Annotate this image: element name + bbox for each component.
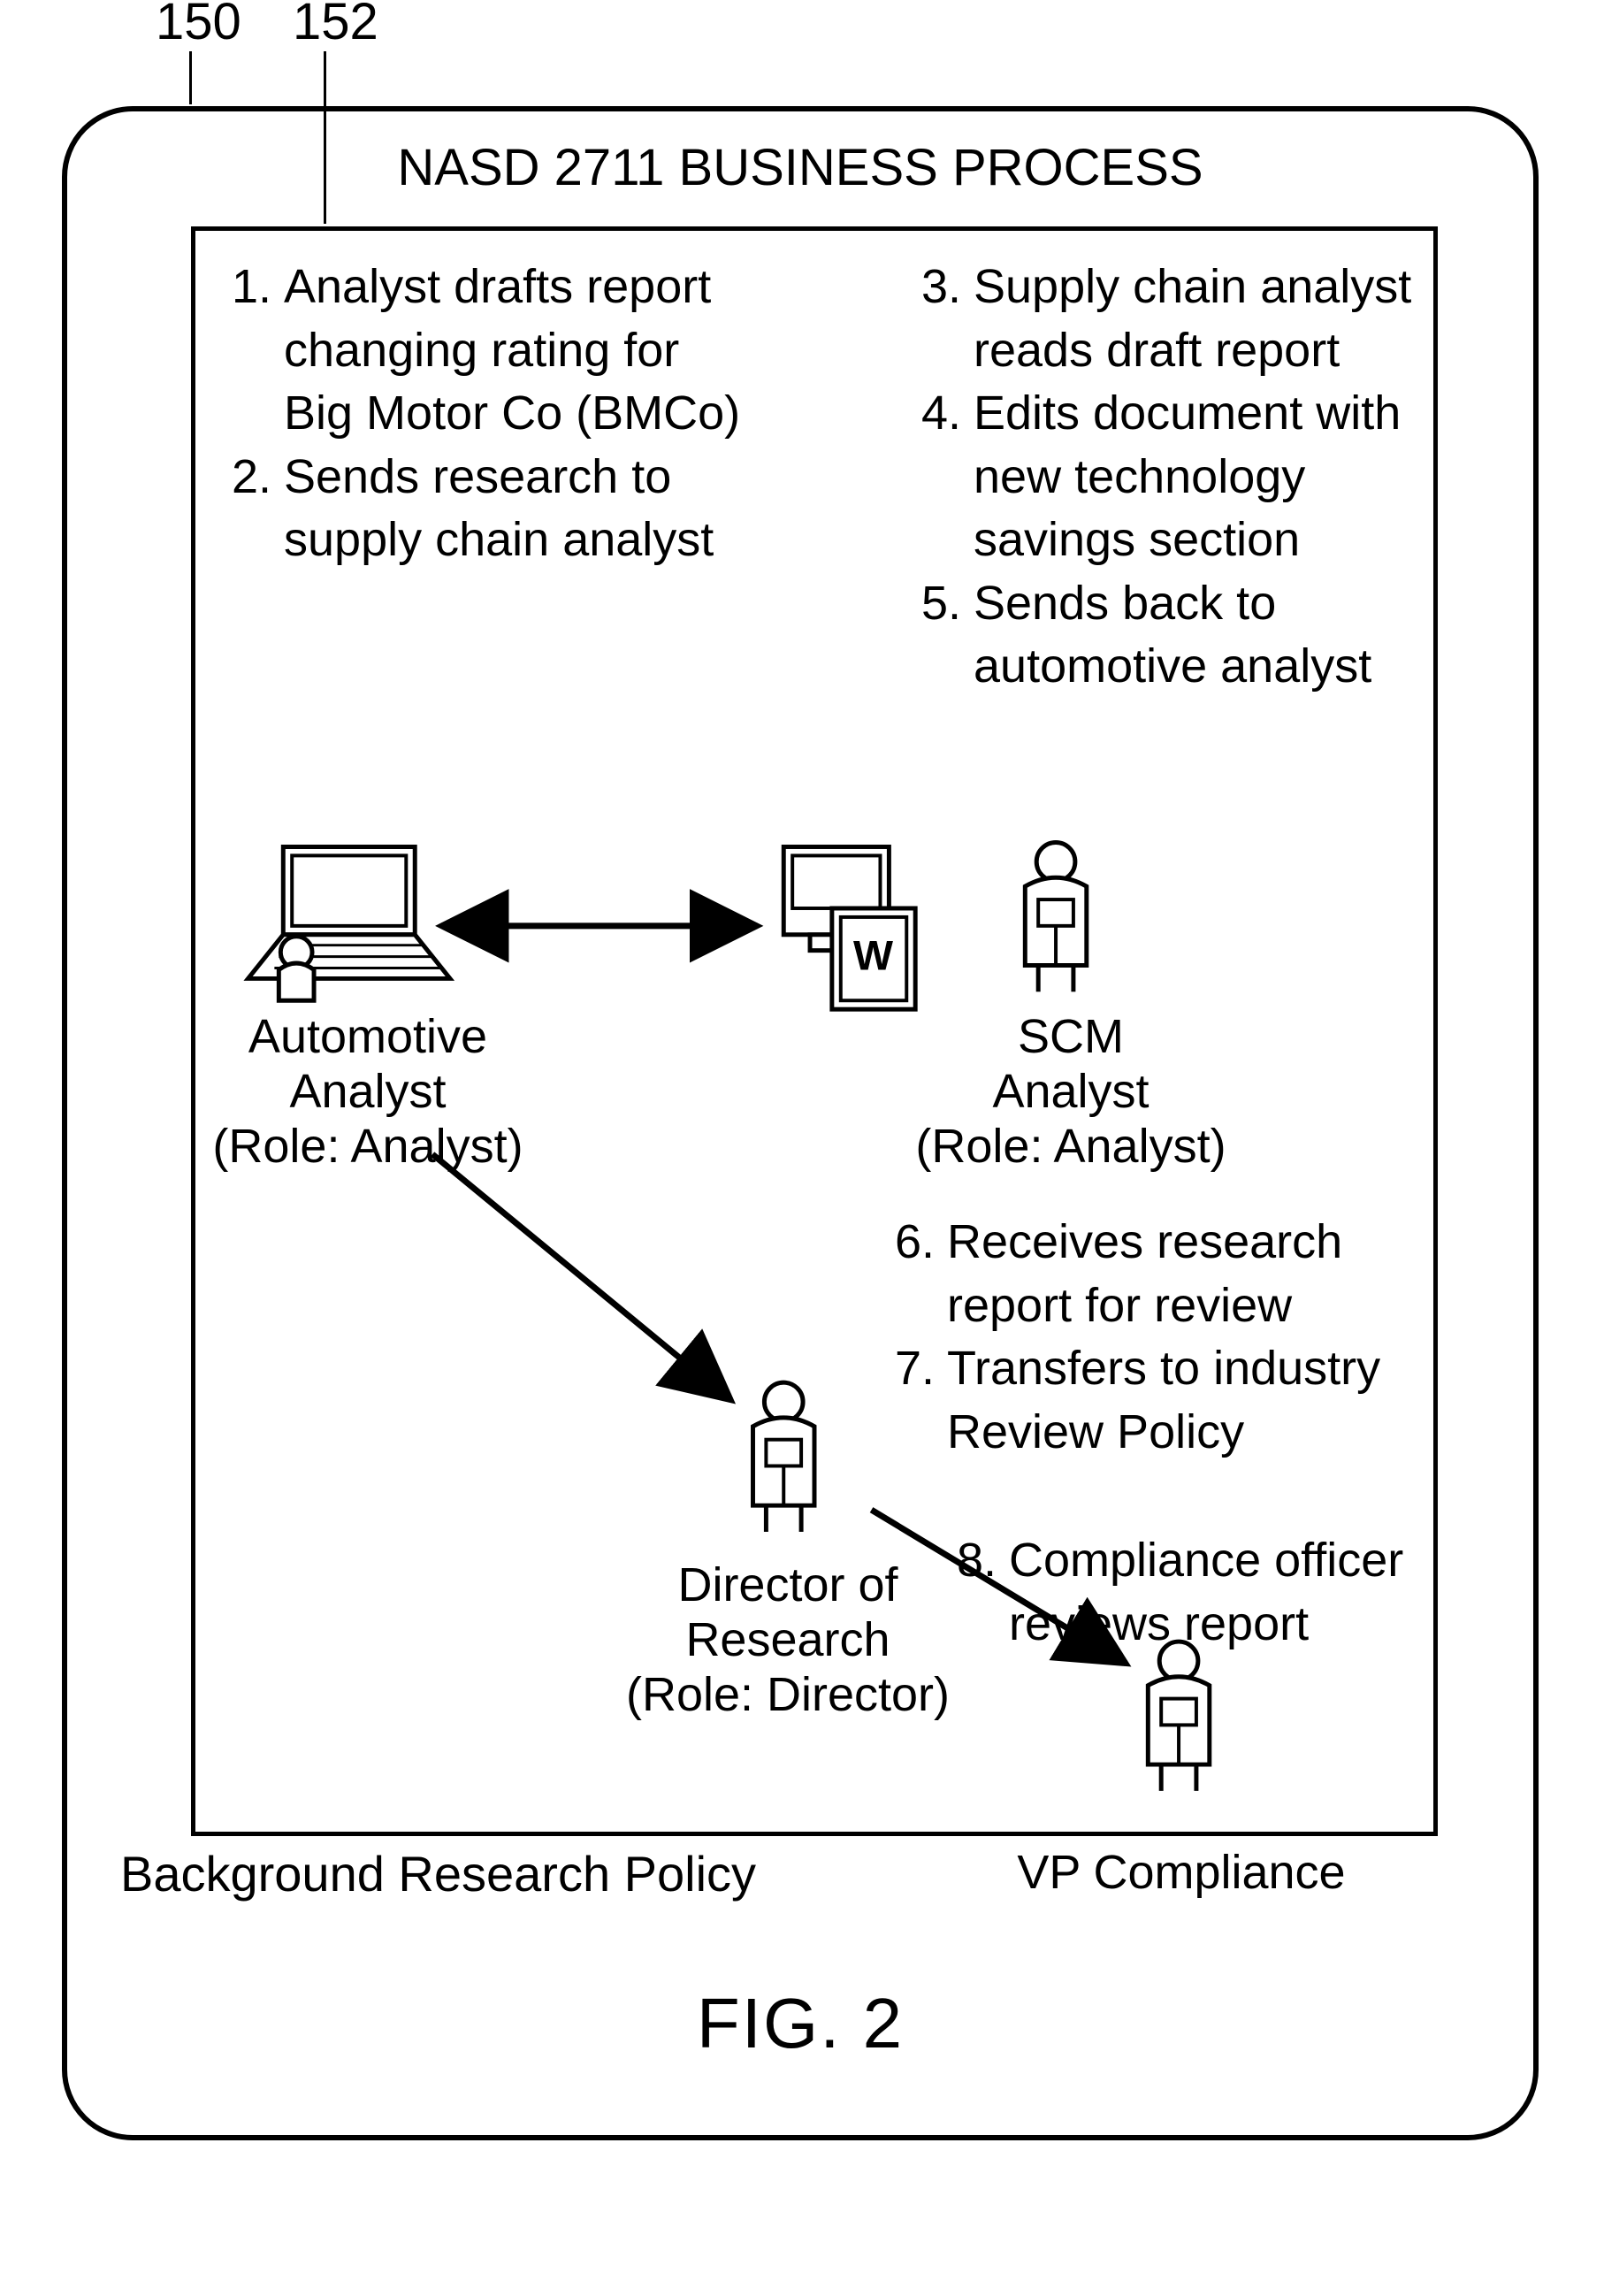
computer-doc-icon: W <box>783 846 915 1009</box>
scm-person-icon <box>1025 843 1087 992</box>
figure-label: FIG. 2 <box>697 1983 904 2064</box>
leader-152-v <box>324 51 326 224</box>
steps-3-5: 3.Supply chain analyst reads draft repor… <box>920 257 1433 700</box>
arrow-auto-dir <box>432 1154 731 1400</box>
outer-frame: NASD 2711 BUSINESS PROCESS 150 152 <box>62 106 1539 2140</box>
label-vp: VP Compliance <box>1004 1845 1358 1900</box>
step-8: 8.Compliance officer reviews report <box>956 1531 1425 1657</box>
policy-label: Background Research Policy <box>120 1845 756 1902</box>
label-director: Director of Research (Role: Director) <box>611 1557 965 1722</box>
ref-150: 150 <box>156 0 241 51</box>
ref-152: 152 <box>293 0 378 51</box>
director-person-icon <box>752 1382 814 1532</box>
svg-text:W: W <box>853 932 893 979</box>
steps-6-7: 6.Receives research report for review 7.… <box>894 1213 1407 1466</box>
diagram-title: NASD 2711 BUSINESS PROCESS <box>397 138 1203 197</box>
label-automotive: Automotive Analyst (Role: Analyst) <box>187 1009 549 1174</box>
vp-person-icon <box>1148 1642 1210 1791</box>
label-scm: SCM Analyst (Role: Analyst) <box>912 1009 1230 1174</box>
leader-150-v <box>189 51 192 104</box>
inner-box: W <box>191 226 1438 1836</box>
laptop-icon <box>248 846 450 1000</box>
steps-1-2: 1.Analyst drafts report changing rating … <box>231 257 779 574</box>
